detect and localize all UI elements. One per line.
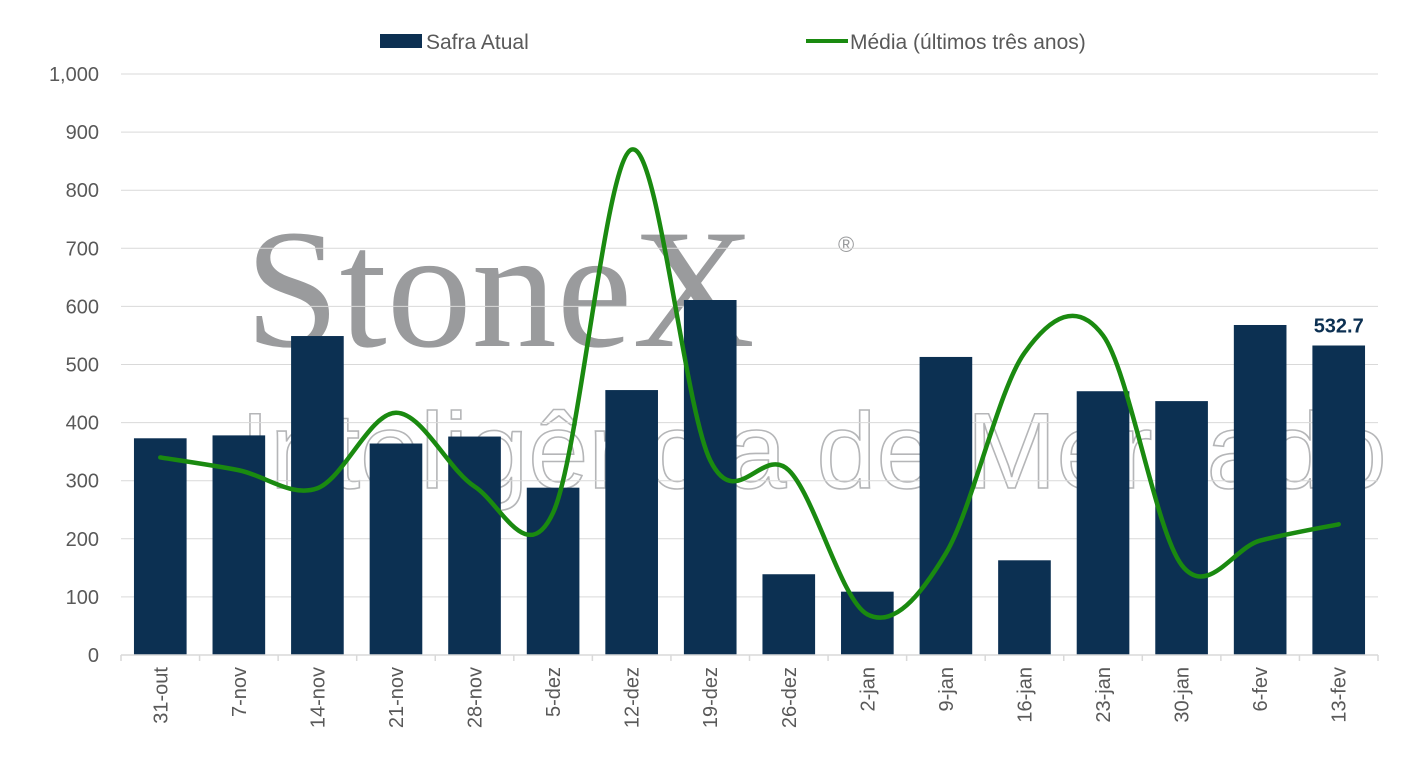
- x-tick-label-30-jan: 30-jan: [1172, 667, 1194, 723]
- bar-14-nov: [291, 336, 344, 655]
- x-axis-tick-labels: 31-out 7-nov 14-nov 21-nov 28-nov 5-dez 12-dez…: [150, 667, 1350, 729]
- bar-16-jan: [998, 560, 1051, 655]
- bar-12-dez: [605, 390, 658, 655]
- bar-19-dez: [683, 300, 737, 655]
- y-tick-label-0: 0: [88, 645, 99, 667]
- bar-13-fev: [1312, 345, 1366, 655]
- legend-swatch-safra-atual: [380, 34, 422, 48]
- x-tick-label-16-jan: 16-jan: [1014, 667, 1036, 723]
- bar-21-nov: [369, 443, 423, 655]
- legend-label-media: Média (últimos três anos): [850, 31, 1086, 54]
- bar-23-jan: [1076, 391, 1130, 655]
- y-tick-label-400: 400: [66, 413, 99, 435]
- y-tick-label-500: 500: [66, 355, 99, 377]
- x-tick-label-9-jan: 9-jan: [936, 667, 958, 711]
- y-tick-label-700: 700: [66, 238, 99, 260]
- x-tick-label-13-fev: 13-fev: [1329, 667, 1351, 723]
- x-tick-label-28-nov: 28-nov: [465, 667, 487, 728]
- line-media-ultimos-tres-anos: [158, 147, 1341, 620]
- x-tick-label-23-jan: 23-jan: [1093, 667, 1115, 723]
- bar-2-jan: [841, 591, 894, 655]
- bar-9-jan: [919, 356, 973, 655]
- x-tick-label-21-nov: 21-nov: [386, 667, 408, 728]
- x-axis: [120, 654, 1379, 661]
- y-tick-label-900: 900: [66, 122, 99, 144]
- y-axis-tick-labels: 0 100 200 300 400 500 600 700 800 900 1,000: [49, 64, 99, 667]
- x-tick-label-5-dez: 5-dez: [543, 667, 565, 717]
- y-tick-label-600: 600: [66, 296, 99, 318]
- x-tick-label-26-dez: 26-dez: [779, 667, 801, 728]
- y-tick-label-300: 300: [66, 471, 99, 493]
- x-tick-label-31-out: 31-out: [150, 667, 172, 724]
- bar-series: [133, 300, 1366, 655]
- x-tick-label-7-nov: 7-nov: [229, 667, 251, 717]
- bar-31-out: [133, 438, 187, 655]
- x-tick-label-14-nov: 14-nov: [307, 667, 329, 728]
- y-tick-label-800: 800: [66, 180, 99, 202]
- watermark-registered: ®: [838, 232, 854, 257]
- bar-26-dez: [762, 574, 816, 655]
- legend: Safra Atual Média (últimos três anos): [380, 31, 1086, 54]
- x-tick-label-2-jan: 2-jan: [857, 667, 879, 711]
- y-tick-label-200: 200: [66, 529, 99, 551]
- x-tick-label-19-dez: 19-dez: [700, 667, 722, 728]
- legend-label-safra-atual: Safra Atual: [426, 31, 529, 54]
- bar-6-fev: [1233, 324, 1287, 655]
- x-tick-label-6-fev: 6-fev: [1250, 667, 1272, 711]
- y-tick-label-100: 100: [66, 587, 99, 609]
- x-tick-label-12-dez: 12-dez: [622, 667, 644, 728]
- data-label-13-fev: 532.7: [1314, 316, 1364, 338]
- line-series: [158, 147, 1341, 620]
- y-tick-label-1-000: 1,000: [49, 64, 99, 86]
- data-labels: 532.7: [1314, 316, 1364, 338]
